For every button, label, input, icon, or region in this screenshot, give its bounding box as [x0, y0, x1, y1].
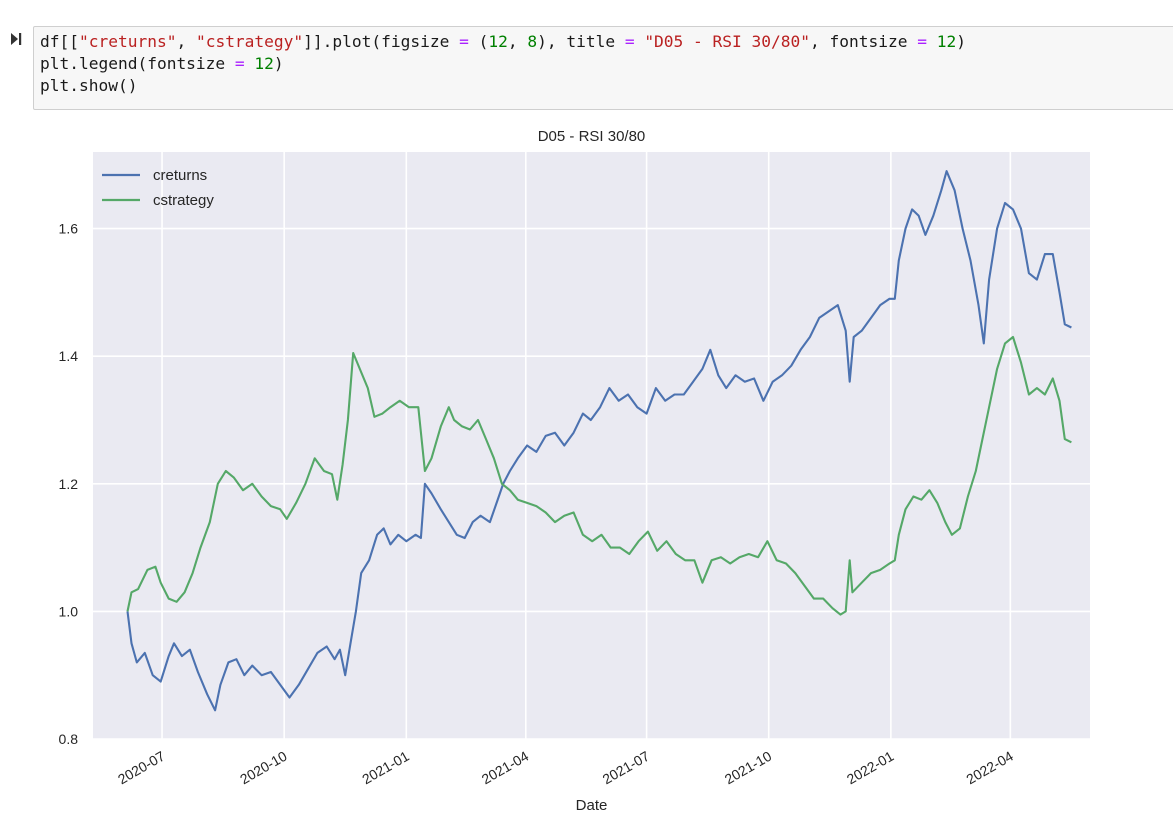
code-token: (	[468, 32, 489, 51]
y-tick-label: 0.8	[59, 731, 79, 747]
code-token: ,	[176, 32, 196, 51]
code-token: plt.show()	[40, 76, 138, 95]
code-line: df[["creturns", "cstrategy"]].plot(figsi…	[40, 31, 1173, 53]
run-cell-icon	[11, 33, 22, 45]
x-tick-label: 2020-07	[115, 748, 168, 788]
x-tick-label: 2021-01	[359, 748, 412, 788]
y-tick-label: 1.2	[59, 476, 79, 492]
series-line-creturns	[126, 170, 1072, 712]
plot-area	[93, 152, 1090, 739]
code-token: 12	[254, 54, 274, 73]
code-editor[interactable]: df[["creturns", "cstrategy"]].plot(figsi…	[40, 31, 1173, 97]
code-token: =	[624, 32, 635, 51]
code-token: ,	[507, 32, 528, 51]
legend-label-creturns: creturns	[153, 167, 207, 184]
x-tick-label: 2022-01	[844, 748, 897, 788]
code-token: ), title	[537, 32, 625, 51]
code-token: df[[	[40, 32, 79, 51]
chart-title: D05 - RSI 30/80	[538, 128, 646, 145]
code-token: )	[273, 54, 284, 73]
legend-label-cstrategy: cstrategy	[153, 192, 214, 209]
code-token: , fontsize	[810, 32, 918, 51]
code-line: plt.legend(fontsize = 12)	[40, 53, 1173, 75]
x-tick-label: 2021-04	[479, 748, 532, 788]
code-token: 8	[527, 32, 538, 51]
code-token: "D05 - RSI 30/80"	[644, 32, 810, 51]
x-tick-label: 2020-10	[237, 748, 290, 788]
code-token: ]].plot(figsize	[303, 32, 460, 51]
code-token: plt.legend(fontsize	[40, 54, 235, 73]
x-axis-label: Date	[576, 797, 608, 814]
x-tick-label: 2021-10	[722, 748, 775, 788]
code-token: 12	[936, 32, 957, 51]
code-token: 12	[488, 32, 508, 51]
code-line: plt.show()	[40, 75, 1173, 97]
code-token: =	[917, 32, 927, 51]
code-token: "creturns"	[78, 32, 177, 51]
run-cell-button[interactable]	[8, 30, 24, 48]
code-cell[interactable]: df[["creturns", "cstrategy"]].plot(figsi…	[33, 26, 1173, 110]
code-token: =	[459, 32, 469, 51]
y-tick-label: 1.0	[59, 603, 79, 619]
x-tick-label: 2022-04	[963, 748, 1016, 788]
code-token: )	[956, 32, 966, 51]
y-tick-label: 1.6	[59, 221, 79, 237]
y-tick-label: 1.4	[59, 348, 79, 364]
code-token: =	[234, 54, 245, 73]
x-tick-label: 2021-07	[600, 748, 653, 788]
series-line-cstrategy	[126, 335, 1072, 616]
code-token: "cstrategy"	[195, 32, 304, 51]
